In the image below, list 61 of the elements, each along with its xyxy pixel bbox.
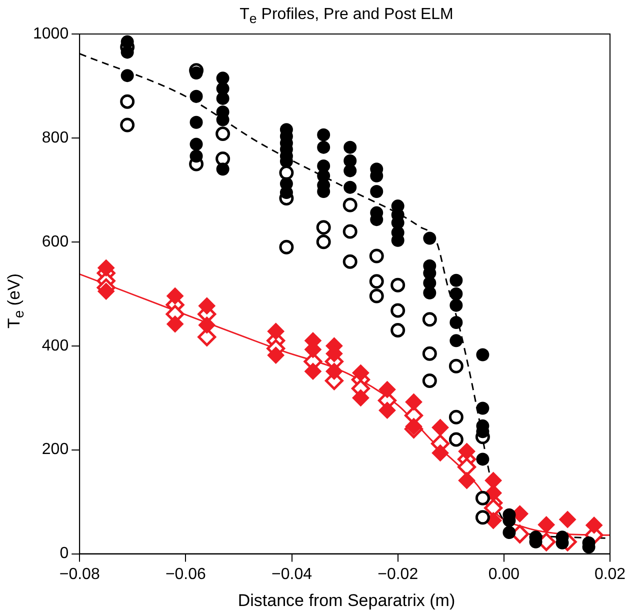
point (422, 373, 437, 388)
point (98, 259, 115, 276)
y-tick-label: 800 (42, 129, 69, 146)
x-tick-label: 0.02 (594, 566, 626, 583)
point (120, 94, 135, 109)
point (304, 362, 322, 380)
point (369, 288, 384, 304)
point (316, 234, 331, 250)
point (422, 312, 437, 327)
point (166, 287, 184, 304)
point (316, 220, 331, 235)
y-tick-label: 400 (42, 337, 69, 354)
point (458, 472, 476, 490)
chart-title: T$_{e}$ Profiles, Pre and Post ELM (238, 6, 454, 26)
point (267, 346, 284, 364)
point (390, 303, 406, 318)
point (326, 362, 343, 380)
x-axis-title: Distance from Separatrix (m) (236, 591, 456, 611)
point (448, 358, 464, 374)
x-tick-label: −0.04 (272, 566, 312, 583)
point (405, 394, 422, 411)
y-tick-label: 600 (42, 233, 69, 250)
point (120, 118, 135, 132)
point (198, 316, 216, 334)
point (559, 510, 576, 528)
point (458, 458, 476, 476)
point (352, 364, 370, 382)
x-tick-label: −0.08 (59, 566, 100, 583)
point (448, 432, 464, 447)
point (405, 418, 422, 435)
point (342, 254, 358, 269)
point (586, 516, 603, 534)
point (342, 198, 358, 212)
point (475, 510, 490, 525)
point (475, 490, 490, 506)
point (216, 126, 230, 142)
x-tick-label: 0.00 (488, 566, 520, 583)
point (378, 381, 396, 398)
point (432, 444, 449, 462)
point (198, 297, 216, 314)
point (369, 248, 384, 264)
y-tick-label: 200 (42, 441, 69, 458)
point (267, 322, 284, 340)
point (342, 224, 358, 239)
point (432, 418, 449, 436)
y-tick-label: 0 (60, 545, 69, 562)
point (378, 402, 396, 419)
point (448, 410, 464, 424)
point (422, 346, 437, 361)
point (458, 442, 476, 460)
point (352, 389, 370, 406)
point (166, 316, 184, 333)
point (538, 516, 555, 534)
x-tick-label: −0.06 (165, 566, 206, 583)
point (98, 282, 115, 300)
y-tick-label: 1000 (33, 25, 69, 42)
point (390, 323, 406, 338)
point (390, 278, 406, 292)
point (369, 274, 384, 289)
point (279, 240, 294, 254)
x-tick-label: −0.02 (378, 566, 418, 583)
